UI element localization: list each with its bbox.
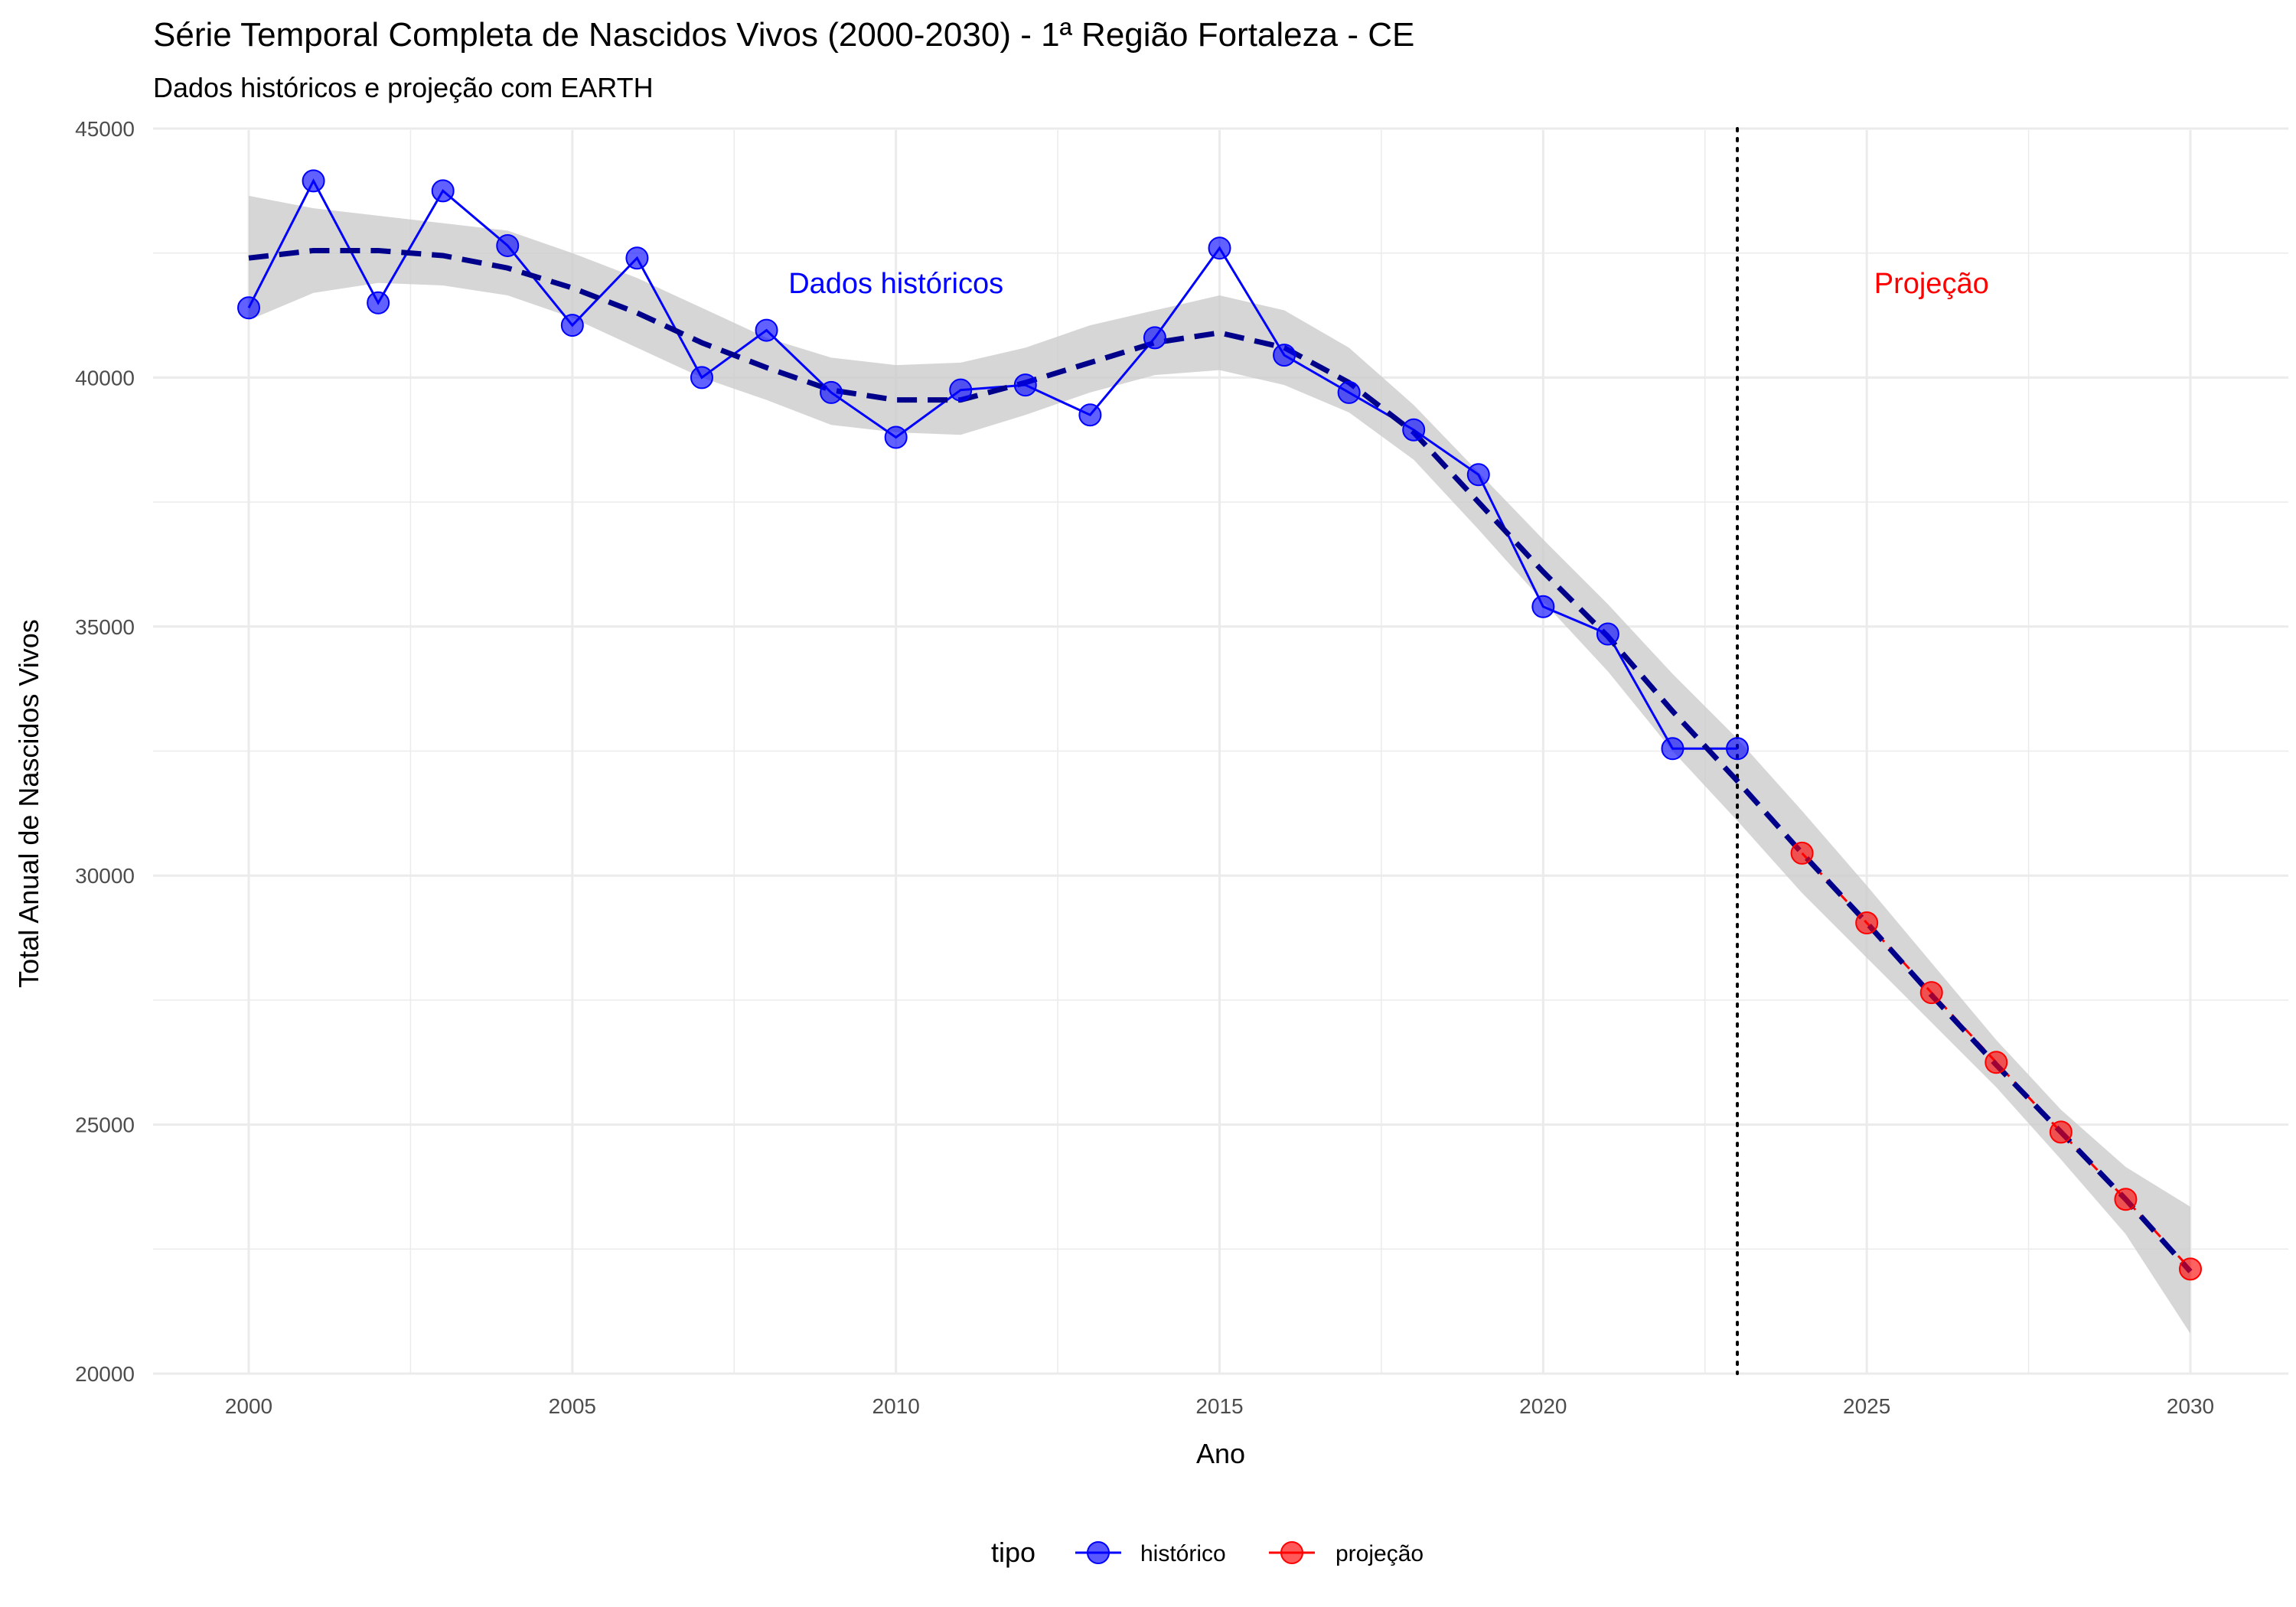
legend-title: tipo xyxy=(991,1537,1035,1568)
point-historico xyxy=(884,425,908,449)
point-historico xyxy=(1661,737,1684,761)
x-tick-label: 2000 xyxy=(225,1394,272,1418)
point-historico xyxy=(1273,344,1296,367)
point-projecao xyxy=(2049,1120,2073,1144)
x-tick-label: 2005 xyxy=(549,1394,596,1418)
legend-item-historico: histórico xyxy=(1075,1541,1226,1566)
legend-label-projecao: projeção xyxy=(1336,1541,1424,1566)
y-tick-label: 25000 xyxy=(75,1113,135,1137)
legend-label-historico: histórico xyxy=(1140,1541,1226,1566)
point-historico xyxy=(1013,373,1037,397)
x-axis-title: Ano xyxy=(1196,1438,1245,1469)
point-historico xyxy=(302,169,325,193)
point-historico xyxy=(237,296,260,320)
annotations: Dados históricos Projeção xyxy=(788,268,1989,300)
data-points xyxy=(237,169,2202,1281)
point-projecao xyxy=(1919,981,1943,1005)
annotation-projecao: Projeção xyxy=(1874,268,1989,300)
point-historico xyxy=(755,318,778,342)
y-tick-label: 45000 xyxy=(75,117,135,141)
point-historico xyxy=(1208,236,1231,260)
point-historico xyxy=(1337,380,1361,404)
point-historico xyxy=(560,314,584,337)
y-tick-label: 35000 xyxy=(75,615,135,639)
y-tick-label: 40000 xyxy=(75,366,135,390)
point-projecao xyxy=(1855,911,1879,935)
x-tick-label: 2025 xyxy=(1843,1394,1890,1418)
y-axis-title: Total Anual de Nascidos Vivos xyxy=(13,619,44,988)
point-historico xyxy=(820,380,843,404)
legend-item-projecao: projeção xyxy=(1269,1541,1424,1566)
point-projecao xyxy=(1985,1051,2008,1074)
point-historico xyxy=(949,378,973,402)
y-tick-label: 30000 xyxy=(75,864,135,888)
point-historico xyxy=(1531,595,1555,618)
point-historico xyxy=(1726,737,1750,761)
point-historico xyxy=(1143,326,1166,350)
point-historico xyxy=(1078,403,1102,427)
x-tick-label: 2030 xyxy=(2167,1394,2214,1418)
point-historico xyxy=(1596,622,1619,646)
point-projecao xyxy=(1790,841,1814,865)
axis-ticks: 2000 2005 2010 2015 2020 2025 2030 20000 25000 30… xyxy=(75,117,2214,1418)
point-historico xyxy=(1402,418,1426,442)
x-tick-label: 2015 xyxy=(1195,1394,1243,1418)
legend: tipo histórico projeção xyxy=(991,1537,1424,1568)
legend-marker-historico xyxy=(1087,1541,1110,1564)
point-projecao xyxy=(2179,1257,2202,1281)
point-historico xyxy=(431,179,455,203)
x-tick-label: 2010 xyxy=(872,1394,920,1418)
x-tick-label: 2020 xyxy=(1519,1394,1567,1418)
point-projecao xyxy=(2114,1188,2138,1211)
point-historico xyxy=(1466,463,1490,487)
point-historico xyxy=(690,366,713,390)
chart-subtitle: Dados históricos e projeção com EARTH xyxy=(153,72,654,103)
point-historico xyxy=(496,233,520,257)
annotation-historico: Dados históricos xyxy=(788,268,1003,300)
point-historico xyxy=(367,291,390,315)
point-historico xyxy=(625,246,649,270)
legend-marker-projecao xyxy=(1280,1541,1303,1564)
y-tick-label: 20000 xyxy=(75,1362,135,1386)
chart-title: Série Temporal Completa de Nascidos Vivo… xyxy=(153,16,1414,54)
series-line-historico xyxy=(247,178,1738,750)
